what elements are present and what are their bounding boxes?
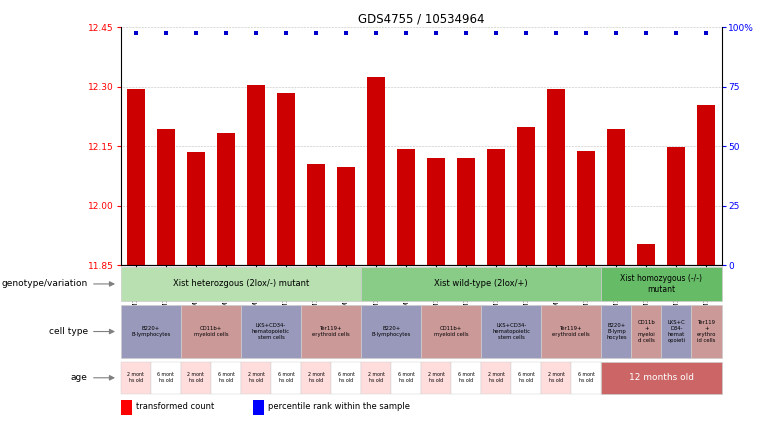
Text: Ter119
+
erythro
id cells: Ter119 + erythro id cells — [697, 320, 716, 343]
Bar — [121, 400, 132, 415]
Text: transformed count: transformed count — [136, 402, 215, 412]
Bar — [337, 167, 355, 265]
Text: CD11b+
myeloid cells: CD11b+ myeloid cells — [193, 326, 229, 337]
Bar — [361, 362, 392, 394]
Bar — [253, 400, 264, 415]
Text: genotype/variation: genotype/variation — [2, 280, 88, 288]
Text: 2 mont
hs old: 2 mont hs old — [187, 372, 204, 383]
Bar — [601, 305, 632, 358]
Text: B220+
B-lymp
hocytes: B220+ B-lymp hocytes — [606, 323, 626, 340]
Text: CD11b+
myeloid cells: CD11b+ myeloid cells — [434, 326, 469, 337]
Text: 6 mont
hs old: 6 mont hs old — [278, 372, 295, 383]
Bar — [277, 93, 295, 265]
Text: 6 mont
hs old: 6 mont hs old — [578, 372, 595, 383]
Text: 6 mont
hs old: 6 mont hs old — [518, 372, 535, 383]
Bar — [271, 362, 301, 394]
Bar — [157, 129, 175, 265]
Bar — [332, 362, 361, 394]
Bar — [121, 362, 151, 394]
Bar — [517, 126, 535, 265]
Bar — [632, 305, 661, 358]
Text: 2 mont
hs old: 2 mont hs old — [247, 372, 264, 383]
Bar — [692, 305, 722, 358]
Bar — [361, 267, 601, 301]
Bar — [541, 362, 571, 394]
Text: 6 mont
hs old: 6 mont hs old — [458, 372, 475, 383]
Text: 2 mont
hs old: 2 mont hs old — [307, 372, 324, 383]
Text: CD11b
+
myeloi
d cells: CD11b + myeloi d cells — [637, 320, 655, 343]
Bar — [668, 147, 686, 265]
Text: LKS+CD34-
hematopoietic
stem cells: LKS+CD34- hematopoietic stem cells — [252, 323, 290, 340]
Bar — [601, 362, 722, 394]
Bar — [541, 305, 601, 358]
Bar — [301, 362, 331, 394]
Bar — [241, 362, 271, 394]
Bar — [481, 305, 541, 358]
Text: cell type: cell type — [48, 327, 88, 336]
Bar — [577, 151, 595, 265]
Bar — [608, 129, 626, 265]
Bar — [661, 305, 692, 358]
Bar — [457, 157, 475, 265]
Bar — [421, 305, 481, 358]
Bar — [548, 89, 566, 265]
Bar — [121, 267, 361, 301]
Text: 2 mont
hs old: 2 mont hs old — [127, 372, 144, 383]
Text: Ter119+
erythroid cells: Ter119+ erythroid cells — [312, 326, 350, 337]
Bar — [697, 105, 715, 265]
Bar — [481, 362, 512, 394]
Text: 6 mont
hs old: 6 mont hs old — [338, 372, 355, 383]
Bar — [241, 305, 301, 358]
Bar — [247, 85, 265, 265]
Bar — [367, 77, 385, 265]
Text: B220+
B-lymphocytes: B220+ B-lymphocytes — [371, 326, 411, 337]
Text: 6 mont
hs old: 6 mont hs old — [218, 372, 235, 383]
Text: Xist heterozgous (2lox/-) mutant: Xist heterozgous (2lox/-) mutant — [173, 280, 309, 288]
Bar — [307, 164, 325, 265]
Text: 12 months old: 12 months old — [629, 373, 694, 382]
Bar — [397, 149, 415, 265]
Bar — [187, 152, 205, 265]
Text: 2 mont
hs old: 2 mont hs old — [488, 372, 505, 383]
Bar — [451, 362, 481, 394]
Text: 6 mont
hs old: 6 mont hs old — [158, 372, 175, 383]
Bar — [301, 305, 361, 358]
Text: Ter119+
erythroid cells: Ter119+ erythroid cells — [552, 326, 590, 337]
Text: 6 mont
hs old: 6 mont hs old — [398, 372, 415, 383]
Bar — [637, 244, 655, 265]
Bar — [571, 362, 601, 394]
Text: LKS+CD34-
hematopoietic
stem cells: LKS+CD34- hematopoietic stem cells — [492, 323, 530, 340]
Bar — [181, 305, 241, 358]
Bar — [127, 89, 145, 265]
Bar — [361, 305, 421, 358]
Text: 2 mont
hs old: 2 mont hs old — [427, 372, 445, 383]
Text: LKS+C
D34-
hemat
opoieti: LKS+C D34- hemat opoieti — [668, 320, 686, 343]
Bar — [121, 305, 181, 358]
Bar — [151, 362, 181, 394]
Bar — [512, 362, 541, 394]
Text: B220+
B-lymphocytes: B220+ B-lymphocytes — [131, 326, 171, 337]
Bar — [217, 132, 235, 265]
Text: GDS4755 / 10534964: GDS4755 / 10534964 — [358, 12, 484, 25]
Text: Xist wild-type (2lox/+): Xist wild-type (2lox/+) — [434, 280, 528, 288]
Bar — [421, 362, 451, 394]
Bar — [488, 149, 505, 265]
Text: Xist homozygous (-/-)
mutant: Xist homozygous (-/-) mutant — [620, 274, 703, 294]
Text: 2 mont
hs old: 2 mont hs old — [367, 372, 385, 383]
Bar — [427, 157, 445, 265]
Bar — [601, 267, 722, 301]
Bar — [392, 362, 421, 394]
Text: percentile rank within the sample: percentile rank within the sample — [268, 402, 410, 412]
Text: 2 mont
hs old: 2 mont hs old — [548, 372, 565, 383]
Bar — [181, 362, 211, 394]
Bar — [211, 362, 241, 394]
Text: age: age — [71, 373, 88, 382]
